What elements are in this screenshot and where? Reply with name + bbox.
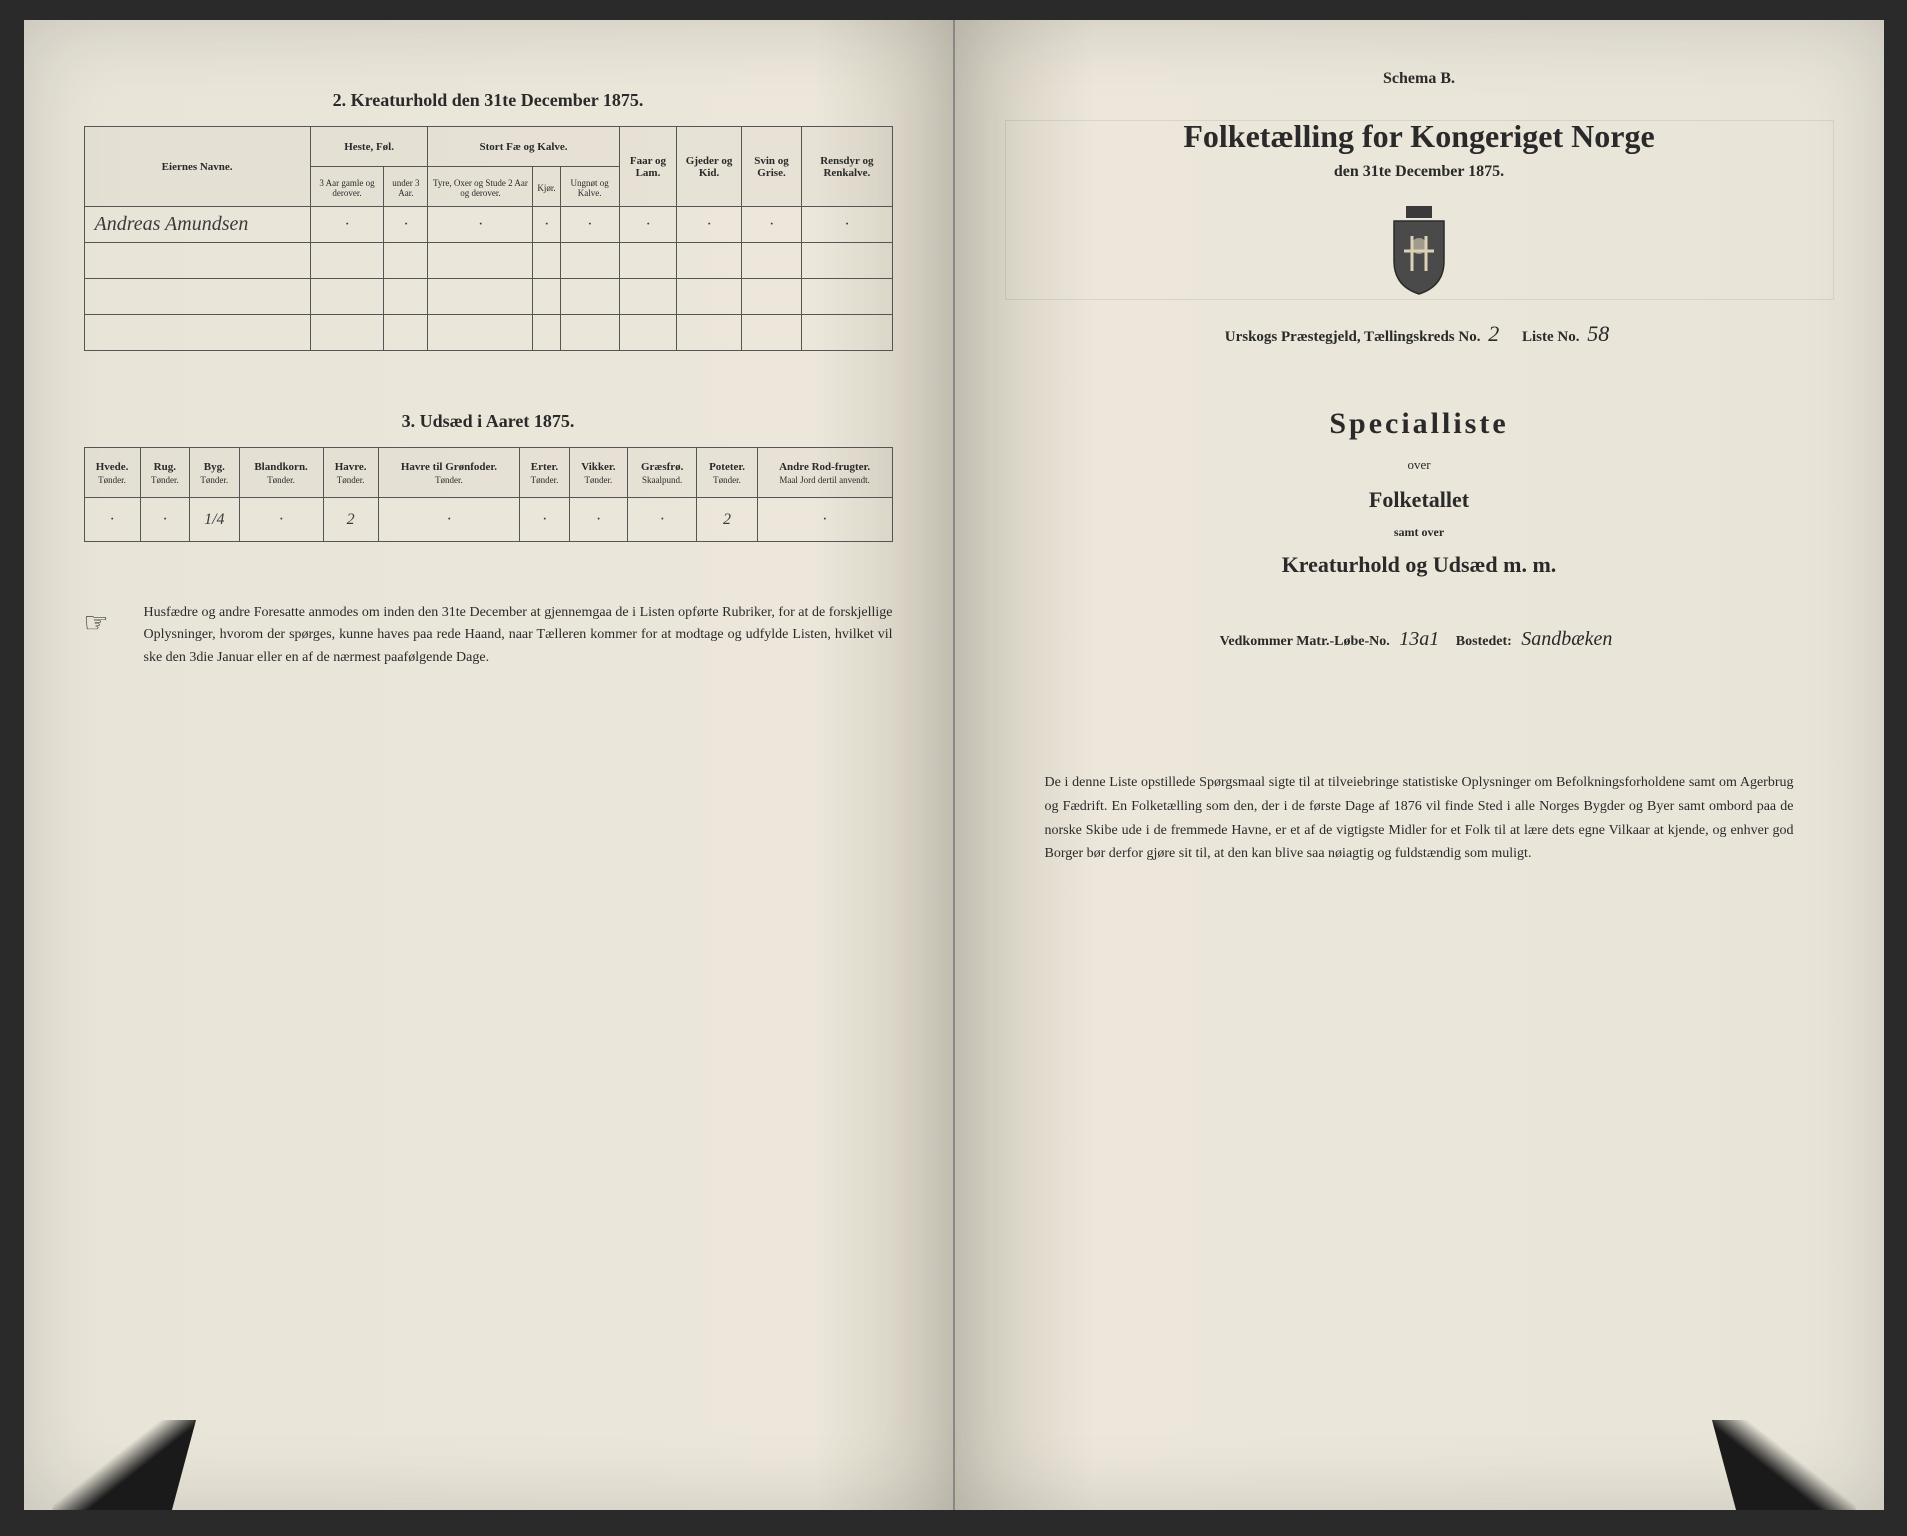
col-erter: Erter.Tønder.: [520, 448, 569, 498]
pointing-hand-icon: ☞: [84, 602, 109, 647]
right-footnote: De i denne Liste opstillede Spørgsmaal s…: [1015, 771, 1824, 866]
praestegjeld-label: Urskogs Præstegjeld, Tællingskreds No.: [1225, 329, 1481, 345]
cell: 2: [697, 498, 757, 542]
kreds-number: 2: [1484, 321, 1503, 346]
cell: ·: [560, 207, 619, 243]
col-gjeder: Gjeder og Kid.: [677, 127, 742, 207]
folketallet-title: Folketallet: [1015, 487, 1824, 513]
cell: ·: [802, 207, 892, 243]
col-graesfro: Græsfrø.Skaalpund.: [628, 448, 697, 498]
specialliste-title: Specialliste: [1015, 407, 1824, 441]
col-hvede: Hvede.Tønder.: [84, 448, 140, 498]
over-label: over: [1015, 457, 1824, 473]
cell: ·: [569, 498, 627, 542]
subtitle: den 31te December 1875.: [1015, 163, 1824, 181]
cell: ·: [628, 498, 697, 542]
kreaturhold-table: Eiernes Navne. Heste, Føl. Stort Fæ og K…: [84, 126, 893, 351]
section3-title: 3. Udsæd i Aaret 1875.: [84, 411, 893, 432]
sub-heste1: 3 Aar gamle og derover.: [310, 167, 384, 207]
col-havre-gron: Havre til Grønfoder.Tønder.: [378, 448, 520, 498]
cell: ·: [757, 498, 892, 542]
left-footnote: ☞ Husfædre og andre Foresatte anmodes om…: [84, 602, 893, 669]
cell: 2: [323, 498, 378, 542]
schema-label: Schema B.: [1015, 70, 1824, 88]
col-andre: Andre Rod-frugter.Maal Jord dertil anven…: [757, 448, 892, 498]
cell: ·: [310, 207, 384, 243]
owner-name: Andreas Amundsen: [84, 207, 310, 243]
table-row: [84, 243, 892, 279]
sub-heste2: under 3 Aar.: [384, 167, 428, 207]
page-curl-shadow: [1711, 1420, 1855, 1510]
cell: ·: [619, 207, 677, 243]
sub-fae3: Ungnøt og Kalve.: [560, 167, 619, 207]
col-group-heste: Heste, Føl.: [310, 127, 428, 167]
book-spread: 2. Kreaturhold den 31te December 1875. E…: [24, 20, 1884, 1510]
table-row: [84, 279, 892, 315]
bostedet-label: Bostedet:: [1456, 634, 1512, 649]
main-title: Folketælling for Kongeriget Norge: [1015, 118, 1824, 155]
header-row: Hvede.Tønder. Rug.Tønder. Byg.Tønder. Bl…: [84, 448, 892, 498]
samt-label: samt over: [1015, 525, 1824, 540]
table-row: [84, 315, 892, 351]
col-faar: Faar og Lam.: [619, 127, 677, 207]
left-page: 2. Kreaturhold den 31te December 1875. E…: [24, 20, 955, 1510]
cell: ·: [140, 498, 189, 542]
col-havre: Havre.Tønder.: [323, 448, 378, 498]
cell: ·: [677, 207, 742, 243]
col-byg: Byg.Tønder.: [190, 448, 239, 498]
bostedet-name: Sandbæken: [1515, 628, 1618, 650]
meta-line: Urskogs Præstegjeld, Tællingskreds No. 2…: [1015, 321, 1824, 347]
footnote-text: Husfædre og andre Foresatte anmodes om i…: [144, 605, 893, 665]
sub-fae2: Kjør.: [533, 167, 560, 207]
col-rug: Rug.Tønder.: [140, 448, 189, 498]
cell: ·: [428, 207, 533, 243]
cell: ·: [378, 498, 520, 542]
cell: ·: [741, 207, 801, 243]
kreaturhold-title: Kreaturhold og Udsæd m. m.: [1015, 552, 1824, 578]
cell: ·: [520, 498, 569, 542]
cell: ·: [533, 207, 560, 243]
cell: 1/4: [190, 498, 239, 542]
cell: ·: [384, 207, 428, 243]
right-page: Schema B. Folketælling for Kongeriget No…: [955, 20, 1884, 1510]
liste-number: 58: [1583, 321, 1613, 346]
sub-fae1: Tyre, Oxer og Stude 2 Aar og derover.: [428, 167, 533, 207]
col-group-fae: Stort Fæ og Kalve.: [428, 127, 619, 167]
page-curl-shadow: [51, 1420, 195, 1510]
cell: ·: [239, 498, 323, 542]
vedkommer-line: Vedkommer Matr.-Løbe-No. 13a1 Bostedet: …: [1015, 628, 1824, 651]
cell: ·: [84, 498, 140, 542]
col-svin: Svin og Grise.: [741, 127, 801, 207]
section2-title: 2. Kreaturhold den 31te December 1875.: [84, 90, 893, 111]
matr-lobe-no: 13a1: [1393, 628, 1445, 650]
col-eiernes-navne: Eiernes Navne.: [84, 127, 310, 207]
col-rensdyr: Rensdyr og Renkalve.: [802, 127, 892, 207]
table-row: Andreas Amundsen · · · · · · · · ·: [84, 207, 892, 243]
vedkommer-label: Vedkommer Matr.-Løbe-No.: [1220, 634, 1390, 649]
coat-of-arms-icon: [1384, 206, 1454, 296]
col-vikker: Vikker.Tønder.: [569, 448, 627, 498]
liste-label: Liste No.: [1522, 329, 1580, 345]
table-row: · · 1/4 · 2 · · · · 2 ·: [84, 498, 892, 542]
udsaed-table: Hvede.Tønder. Rug.Tønder. Byg.Tønder. Bl…: [84, 447, 893, 542]
col-blandkorn: Blandkorn.Tønder.: [239, 448, 323, 498]
col-poteter: Poteter.Tønder.: [697, 448, 757, 498]
